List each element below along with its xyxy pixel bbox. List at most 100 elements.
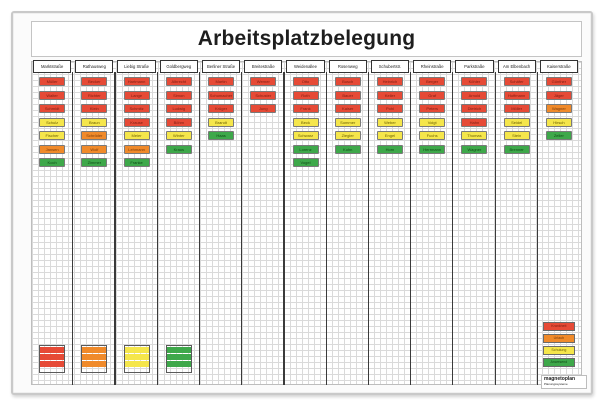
column-header: Weidenallee [286, 60, 325, 73]
slot-card[interactable]: Ludwig [165, 104, 192, 113]
slot-card[interactable]: Jansen [39, 144, 66, 154]
slot-card[interactable]: Kuhn [334, 144, 361, 154]
slot-card[interactable]: Stein [503, 131, 530, 140]
slot-card[interactable]: Fuchs [419, 131, 446, 140]
slot-card[interactable]: Schmidt [39, 104, 66, 113]
slot-card[interactable]: Franke [123, 158, 150, 167]
slot-card[interactable]: Lehmann [123, 144, 150, 154]
slot-card[interactable]: Klein [81, 104, 108, 113]
slot-card[interactable]: Bauer [334, 90, 361, 100]
column-divider [114, 72, 116, 385]
slot-card[interactable]: Brenner [503, 144, 530, 154]
slot-card[interactable]: Lorenz [292, 144, 319, 154]
slot-card[interactable]: Schumacher [208, 90, 235, 100]
column-header: Rosenweg [328, 60, 367, 73]
slot-card[interactable]: Schröder [81, 131, 108, 140]
board-title: Arbeitsplatzbelegung [197, 27, 416, 50]
column-divider [72, 72, 74, 385]
slot-card[interactable]: Wagner [545, 104, 572, 113]
slot-card[interactable]: Wolf [81, 144, 108, 154]
slot-card[interactable]: Sommer [334, 117, 361, 127]
slot-card[interactable]: Lange [123, 90, 150, 100]
slot-card[interactable]: Möller [503, 104, 530, 113]
slot-card[interactable]: Schulz [39, 117, 66, 127]
slot-card[interactable]: Voigt [419, 117, 446, 127]
slot-card[interactable]: Becker [81, 77, 108, 86]
stack-card [40, 354, 65, 360]
slot-card[interactable]: Horn [376, 144, 403, 154]
slot-card[interactable]: Frank [292, 104, 319, 113]
slot-card[interactable]: Köhler [461, 77, 488, 86]
slot-card[interactable]: Zeller [545, 131, 572, 140]
spare-card-stack[interactable] [165, 345, 192, 373]
slot-card[interactable]: Zimmer [81, 158, 108, 167]
grid-area [31, 61, 582, 385]
slot-card[interactable]: Seidel [503, 117, 530, 127]
slot-card[interactable]: Hirsch [545, 117, 572, 127]
slot-card[interactable]: Herrmann [419, 144, 446, 154]
slot-card[interactable]: Engel [376, 131, 403, 140]
slot-card[interactable]: Ziegler [334, 131, 361, 140]
slot-card[interactable]: Graf [419, 90, 446, 100]
column-divider [536, 72, 538, 385]
slot-card[interactable]: Hartmann [123, 77, 150, 86]
legend-card: Schulung [542, 346, 575, 355]
slot-card[interactable]: Kraus [165, 144, 192, 154]
column-divider [325, 72, 327, 385]
column-header: Rheinstraße [413, 60, 452, 73]
spare-card-stack[interactable] [81, 345, 108, 373]
slot-card[interactable]: Arnold [461, 90, 488, 100]
slot-card[interactable]: Peters [419, 104, 446, 113]
slot-card[interactable]: Beck [292, 117, 319, 127]
slot-card[interactable]: Schmitz [123, 104, 150, 113]
slot-card[interactable]: Günther [545, 77, 572, 86]
slot-card[interactable]: Fischer [39, 131, 66, 140]
slot-card[interactable]: Hoffmann [503, 90, 530, 100]
slot-card[interactable]: Martin [208, 77, 235, 86]
slot-card[interactable]: Dietrich [461, 104, 488, 113]
slot-card[interactable]: Haas [208, 131, 235, 140]
slot-card[interactable]: Koch [39, 158, 66, 167]
slot-card[interactable]: Hahn [461, 117, 488, 127]
slot-card[interactable]: Simon [165, 90, 192, 100]
slot-card[interactable]: Schwarz [292, 131, 319, 140]
slot-card[interactable]: Richter [81, 90, 108, 100]
slot-card[interactable]: Böhm [165, 117, 192, 127]
slot-card[interactable]: Thomas [461, 131, 488, 140]
slot-card[interactable]: Werner [250, 77, 277, 86]
slot-card[interactable]: Schäfer [503, 77, 530, 86]
slot-card[interactable]: Jung [250, 104, 277, 113]
slot-card[interactable]: Müller [39, 77, 66, 86]
slot-card[interactable]: Roth [292, 90, 319, 100]
slot-card[interactable]: Walter [39, 90, 66, 100]
column-header: Kaiserstraße [539, 60, 578, 73]
slot-card[interactable]: Meier [123, 131, 150, 140]
legend-card: Krankheit [542, 322, 575, 331]
slot-card[interactable]: Berger [419, 77, 446, 86]
slot-card[interactable]: Winter [165, 131, 192, 140]
spare-card-stack[interactable] [39, 345, 66, 373]
spare-card-stack[interactable] [123, 345, 150, 373]
slot-card[interactable]: Otto [292, 77, 319, 86]
slot-card[interactable]: Busch [334, 77, 361, 86]
slot-card[interactable]: Weber [376, 117, 403, 127]
slot-card[interactable]: Vogel [292, 158, 319, 167]
stack-card [166, 354, 191, 360]
column-divider [494, 72, 496, 385]
slot-card[interactable]: Albrecht [165, 77, 192, 86]
slot-card[interactable]: Keller [376, 90, 403, 100]
slot-card[interactable]: Krüger [208, 104, 235, 113]
brand-name: magnetoplan [544, 376, 576, 382]
slot-card[interactable]: Kaiser [334, 104, 361, 113]
column-header: Rathausweg [75, 60, 114, 73]
slot-card[interactable]: Brandt [208, 117, 235, 127]
slot-card[interactable]: Jäger [545, 90, 572, 100]
slot-card[interactable]: Braun [81, 117, 108, 127]
slot-card[interactable]: Krause [123, 117, 150, 127]
stack-card [124, 354, 149, 360]
column-header: Berliner Straße [201, 60, 241, 73]
slot-card[interactable]: Schuster [250, 90, 277, 100]
slot-card[interactable]: Pohl [376, 104, 403, 113]
slot-card[interactable]: Wagner [461, 144, 488, 154]
slot-card[interactable]: Heinrich [376, 77, 403, 86]
